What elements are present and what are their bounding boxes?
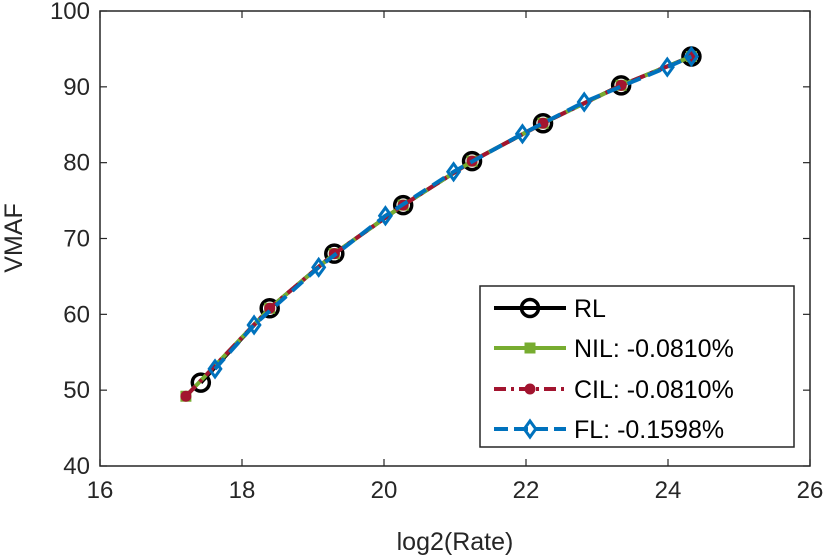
series-point-fl	[576, 91, 592, 113]
axes-box	[99, 10, 811, 467]
x-tick-label: 22	[513, 477, 540, 504]
legend-label-rl: RL	[574, 295, 606, 323]
legend-marker-rl	[519, 297, 541, 319]
y-tick-label: 90	[63, 74, 90, 101]
series-point-rl	[324, 243, 345, 264]
series-layer	[180, 45, 702, 402]
series-line-fl	[213, 54, 693, 371]
series-point-fl	[445, 161, 462, 183]
series-point-fl	[377, 205, 394, 227]
series-point-cil	[180, 390, 192, 402]
series-point-rl	[259, 298, 280, 319]
legend-marker-fl	[522, 418, 538, 440]
y-tick-label: 70	[63, 226, 90, 253]
legend-marker-cil	[524, 383, 536, 395]
series-fl	[207, 45, 700, 380]
series-point-rl	[461, 150, 483, 172]
series-point-fl	[311, 256, 327, 278]
y-tick-label: 60	[63, 301, 90, 328]
y-axis-label: VMAF	[0, 203, 28, 272]
x-tick-label: 16	[87, 477, 114, 504]
legend-box	[479, 285, 795, 448]
y-tick-label: 50	[63, 377, 90, 404]
legend-items: RL NIL: -0.0810% CIL: -0.0810% FL: -0.1598%	[494, 295, 734, 444]
series-point-rl	[190, 372, 212, 393]
y-tick-label: 80	[63, 150, 90, 177]
legend-label-nil: NIL: -0.0810%	[574, 335, 734, 363]
series-point-rl	[610, 75, 632, 96]
series-point-fl	[207, 358, 223, 380]
series-point-rl	[532, 112, 554, 134]
x-tick-label: 18	[229, 477, 256, 504]
legend-label-cil: CIL: -0.0810%	[574, 376, 734, 404]
ticks-layer: 16 18 20 22 24 26 40 50 60 70 80 90 100	[50, 0, 823, 504]
series-point-fl	[246, 314, 262, 336]
x-tick-label: 24	[655, 477, 682, 504]
series-point-fl	[514, 123, 531, 145]
y-tick-label: 100	[50, 0, 90, 25]
legend-label-fl: FL: -0.1598%	[574, 416, 724, 444]
legend: RL NIL: -0.0810% CIL: -0.0810% FL: -0.1598%	[479, 285, 795, 448]
x-tick-label: 26	[797, 477, 824, 504]
y-tick-label: 40	[63, 453, 90, 480]
legend-marker-nil	[524, 342, 536, 354]
series-point-fl	[659, 56, 675, 78]
x-tick-label: 20	[371, 477, 398, 504]
x-axis-label: log2(Rate)	[397, 528, 514, 556]
series-point-rl	[392, 194, 414, 216]
series-point-fl	[683, 45, 700, 68]
